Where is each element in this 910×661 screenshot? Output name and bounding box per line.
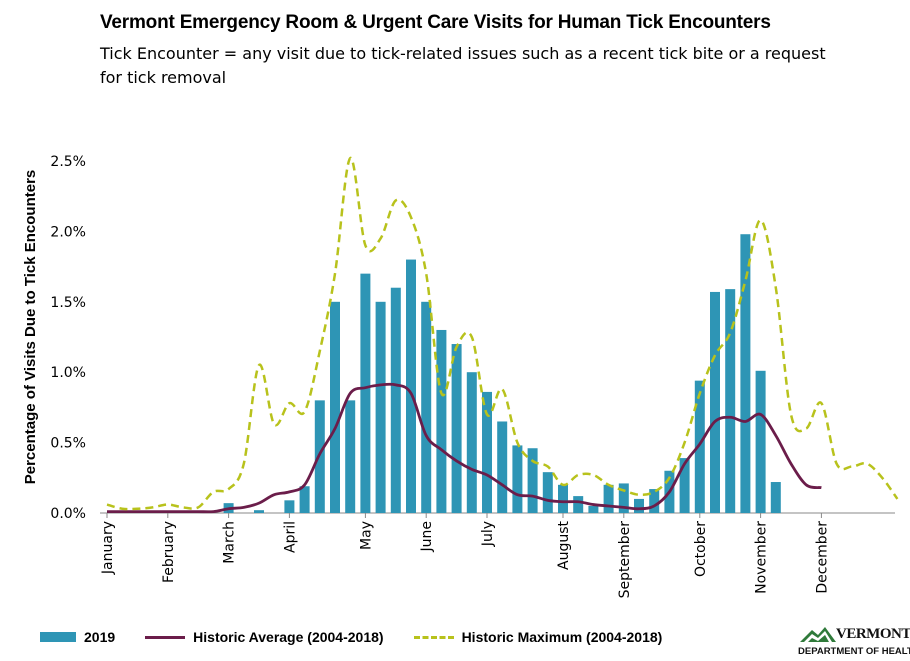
historic-maximum-line — [106, 156, 899, 511]
bar-2019 — [360, 273, 371, 513]
y-axis-label: Percentage of Visits Due to Tick Encount… — [22, 170, 39, 485]
bar-2019 — [725, 289, 736, 513]
bar-2019 — [755, 370, 766, 513]
legend-average-swatch — [145, 635, 186, 639]
y-tick-label: 0.5% — [50, 436, 86, 452]
y-axis: 0.0% 0.5% 1.0% 1.5% 2.0% 2.5% — [50, 154, 86, 522]
x-tick-label: March — [222, 521, 238, 564]
bar-2019 — [330, 301, 340, 513]
legend-label-average: Historic Average (2004-2018) — [193, 629, 384, 645]
bar-2019 — [740, 234, 751, 513]
bar-2019 — [558, 484, 568, 513]
bar-2019 — [542, 472, 553, 513]
vermont-health-logo: VERMONT DEPARTMENT OF HEALTH — [798, 624, 910, 658]
x-tick-label: February — [161, 521, 177, 583]
bar-2019 — [390, 287, 401, 513]
bar-2019 — [254, 510, 264, 513]
legend: 2019 Historic Average (2004-2018) Histor… — [40, 626, 692, 648]
bar-2019 — [482, 391, 492, 513]
x-tick-label: January — [100, 521, 116, 575]
bar-2019 — [527, 448, 538, 513]
historic-average-line — [106, 382, 822, 514]
x-tick-label: November — [754, 521, 770, 594]
bar-2019 — [451, 344, 462, 513]
x-tick-label: September — [617, 521, 633, 599]
logo-dept: DEPARTMENT OF HEALTH — [798, 646, 910, 657]
bar-2019 — [512, 445, 523, 513]
bar-2019 — [421, 301, 432, 513]
legend-maximum-swatch — [413, 635, 454, 639]
legend-item-average: Historic Average (2004-2018) — [145, 629, 384, 645]
x-tick-label: October — [693, 521, 709, 577]
y-tick-label: 0.0% — [50, 506, 86, 522]
bar-2019 — [634, 498, 644, 513]
bar-2019 — [284, 500, 295, 513]
bar-2019 — [679, 458, 690, 513]
logo-name: VERMONT — [836, 626, 910, 642]
bar-2019 — [375, 301, 386, 513]
bar-2019 — [345, 400, 356, 513]
bar-2019 — [649, 489, 660, 513]
bar-2019 — [299, 486, 310, 513]
bar-2019 — [694, 380, 705, 513]
bar-2019 — [710, 291, 720, 513]
legend-label-maximum: Historic Maximum (2004-2018) — [461, 629, 663, 645]
legend-item-2019: 2019 — [40, 629, 115, 645]
bar-2019 — [603, 484, 614, 513]
y-tick-label: 1.5% — [50, 295, 86, 311]
bar-2019 — [770, 482, 781, 513]
y-tick-label: 2.0% — [50, 224, 86, 240]
line-series — [106, 156, 899, 514]
bar-2019 — [466, 372, 477, 513]
chart-subtitle: Tick Encounter = any visit due to tick-r… — [100, 44, 826, 87]
bar-2019 — [436, 329, 447, 513]
bar-series — [223, 234, 781, 513]
x-tick-label: April — [282, 521, 298, 553]
x-tick-label: August — [556, 520, 572, 570]
x-tick-label: May — [358, 521, 374, 550]
legend-item-maximum: Historic Maximum (2004-2018) — [413, 629, 663, 645]
bar-2019 — [497, 421, 508, 513]
x-axis: January February March April May June July Augu… — [100, 512, 895, 599]
bar-2019 — [406, 259, 416, 513]
chart-title: Vermont Emergency Room & Urgent Care Vis… — [100, 12, 771, 33]
legend-bar-swatch — [40, 632, 76, 642]
legend-label-2019: 2019 — [84, 629, 116, 645]
y-tick-label: 1.0% — [50, 365, 86, 381]
bar-2019 — [618, 483, 629, 513]
bar-2019 — [573, 496, 584, 513]
bar-2019 — [588, 505, 599, 513]
x-tick-label: July — [480, 521, 496, 547]
x-tick-label: June — [419, 521, 435, 553]
y-tick-label: 2.5% — [50, 154, 86, 170]
mountain-icon — [800, 627, 836, 642]
x-tick-label: December — [814, 521, 830, 594]
